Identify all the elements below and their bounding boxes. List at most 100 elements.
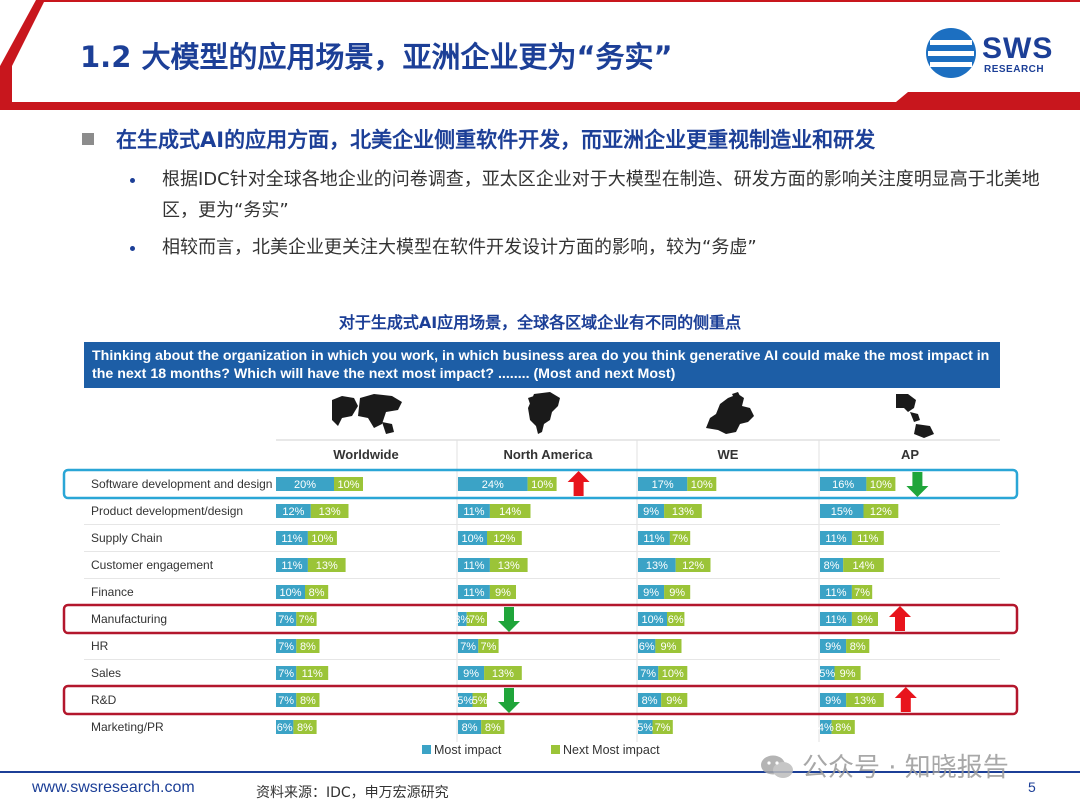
data-label-next-most-impact: 12% <box>870 506 892 518</box>
bar-next-most-impact <box>293 720 317 734</box>
bar-next-most-impact <box>489 504 531 518</box>
row-label-sales: Sales <box>91 666 121 680</box>
bar-most-impact <box>276 504 311 518</box>
footer-divider <box>0 771 1080 773</box>
data-label-next-most-impact: 13% <box>316 560 338 572</box>
data-label-most-impact: 11% <box>825 533 846 545</box>
data-label-next-most-impact: 10% <box>870 479 892 491</box>
bar-most-impact <box>820 666 835 680</box>
bar-next-most-impact <box>310 504 349 518</box>
bar-most-impact <box>638 558 676 572</box>
bar-most-impact <box>820 558 844 572</box>
bar-next-most-impact <box>481 720 505 734</box>
bar-next-most-impact <box>664 585 691 599</box>
data-label-next-most-impact: 8% <box>835 722 851 734</box>
data-label-most-impact: 10% <box>461 533 483 545</box>
ap-map-icon <box>896 394 934 438</box>
data-label-most-impact: 8% <box>462 722 478 734</box>
bar-next-most-impact <box>669 531 691 545</box>
data-label-next-most-impact: 7% <box>469 614 485 626</box>
bar-next-most-impact <box>652 720 673 734</box>
row-label-customer-engagement: Customer engagement <box>91 558 214 572</box>
data-label-most-impact: 5% <box>457 695 473 707</box>
bar-most-impact <box>638 720 653 734</box>
data-label-next-most-impact: 9% <box>660 641 676 653</box>
bar-next-most-impact <box>307 558 346 572</box>
data-label-next-most-impact: 13% <box>672 506 694 518</box>
data-label-next-most-impact: 8% <box>300 695 316 707</box>
bar-most-impact <box>458 558 490 572</box>
bar-most-impact <box>276 693 297 707</box>
bar-most-impact <box>820 639 847 653</box>
data-label-most-impact: 24% <box>482 479 504 491</box>
logo-wordmark: SWS <box>982 32 1054 65</box>
data-label-most-impact: 4% <box>818 722 834 734</box>
panel-header-we: WE <box>718 447 739 462</box>
data-label-next-most-impact: 7% <box>672 533 688 545</box>
data-label-next-most-impact: 12% <box>493 533 515 545</box>
sub-bullet-2: 相较而言，北美企业更关注大模型在软件开发设计方面的影响，较为“务虚” <box>162 237 757 258</box>
bar-next-most-impact <box>664 504 702 518</box>
bar-next-most-impact <box>675 558 711 572</box>
bar-next-most-impact <box>658 666 688 680</box>
bar-next-most-impact <box>846 693 884 707</box>
data-label-most-impact: 11% <box>281 533 302 545</box>
data-label-most-impact: 8% <box>824 560 840 572</box>
main-bullet-text: 在生成式AI的应用方面，北美企业侧重软件开发，而亚洲企业更重视制造业和研发 <box>116 128 876 152</box>
data-label-next-most-impact: 7% <box>480 641 496 653</box>
arrow-down-icon <box>498 688 520 713</box>
data-label-most-impact: 9% <box>643 506 659 518</box>
data-label-next-most-impact: 8% <box>300 641 316 653</box>
bar-next-most-impact <box>687 477 717 491</box>
bar-next-most-impact <box>472 693 487 707</box>
bar-next-most-impact <box>466 612 487 626</box>
square-bullet-icon <box>82 133 94 145</box>
bar-most-impact <box>638 585 665 599</box>
bar-most-impact <box>276 585 305 599</box>
data-label-next-most-impact: 8% <box>309 587 325 599</box>
bar-next-most-impact <box>667 612 685 626</box>
legend-swatch-next-most-impact <box>551 745 560 754</box>
we-map-icon <box>706 392 754 434</box>
bullet-dot-icon <box>130 178 135 183</box>
data-label-most-impact: 9% <box>463 668 479 680</box>
data-label-most-impact: 7% <box>460 641 476 653</box>
bar-next-most-impact <box>863 504 899 518</box>
north-america-map-icon <box>528 392 560 434</box>
data-label-most-impact: 11% <box>463 560 484 572</box>
bar-most-impact <box>458 504 490 518</box>
data-label-next-most-impact: 9% <box>840 668 856 680</box>
data-label-next-most-impact: 14% <box>852 560 874 572</box>
bar-most-impact <box>638 531 670 545</box>
data-label-most-impact: 10% <box>641 614 663 626</box>
row-label-supply-chain: Supply Chain <box>91 531 162 545</box>
row-label-manufacturing: Manufacturing <box>91 612 167 626</box>
legend-label-next-most-impact: Next Most impact <box>563 743 660 757</box>
data-label-next-most-impact: 10% <box>662 668 684 680</box>
bar-most-impact <box>820 531 852 545</box>
data-label-next-most-impact: 13% <box>492 668 514 680</box>
wechat-icon <box>761 755 793 778</box>
arrow-up-icon <box>894 687 917 712</box>
bar-most-impact <box>638 477 688 491</box>
arrow-down-icon <box>498 607 520 632</box>
bar-most-impact <box>276 666 297 680</box>
panel-header-worldwide: Worldwide <box>333 447 398 462</box>
bar-next-most-impact <box>307 531 337 545</box>
bar-next-most-impact <box>527 477 557 491</box>
survey-question: Thinking about the organization in which… <box>84 342 1000 388</box>
data-label-most-impact: 9% <box>825 695 841 707</box>
arrow-down-icon <box>906 472 929 497</box>
bar-most-impact <box>276 639 297 653</box>
data-label-next-most-impact: 7% <box>655 722 671 734</box>
bar-most-impact <box>820 720 832 734</box>
data-label-next-most-impact: 8% <box>297 722 313 734</box>
sws-logo-icon <box>926 28 976 78</box>
bar-most-impact <box>638 612 667 626</box>
bar-most-impact <box>458 531 487 545</box>
data-label-most-impact: 8% <box>642 695 658 707</box>
bar-most-impact <box>820 477 867 491</box>
bar-most-impact <box>820 504 864 518</box>
bar-next-most-impact <box>851 585 873 599</box>
